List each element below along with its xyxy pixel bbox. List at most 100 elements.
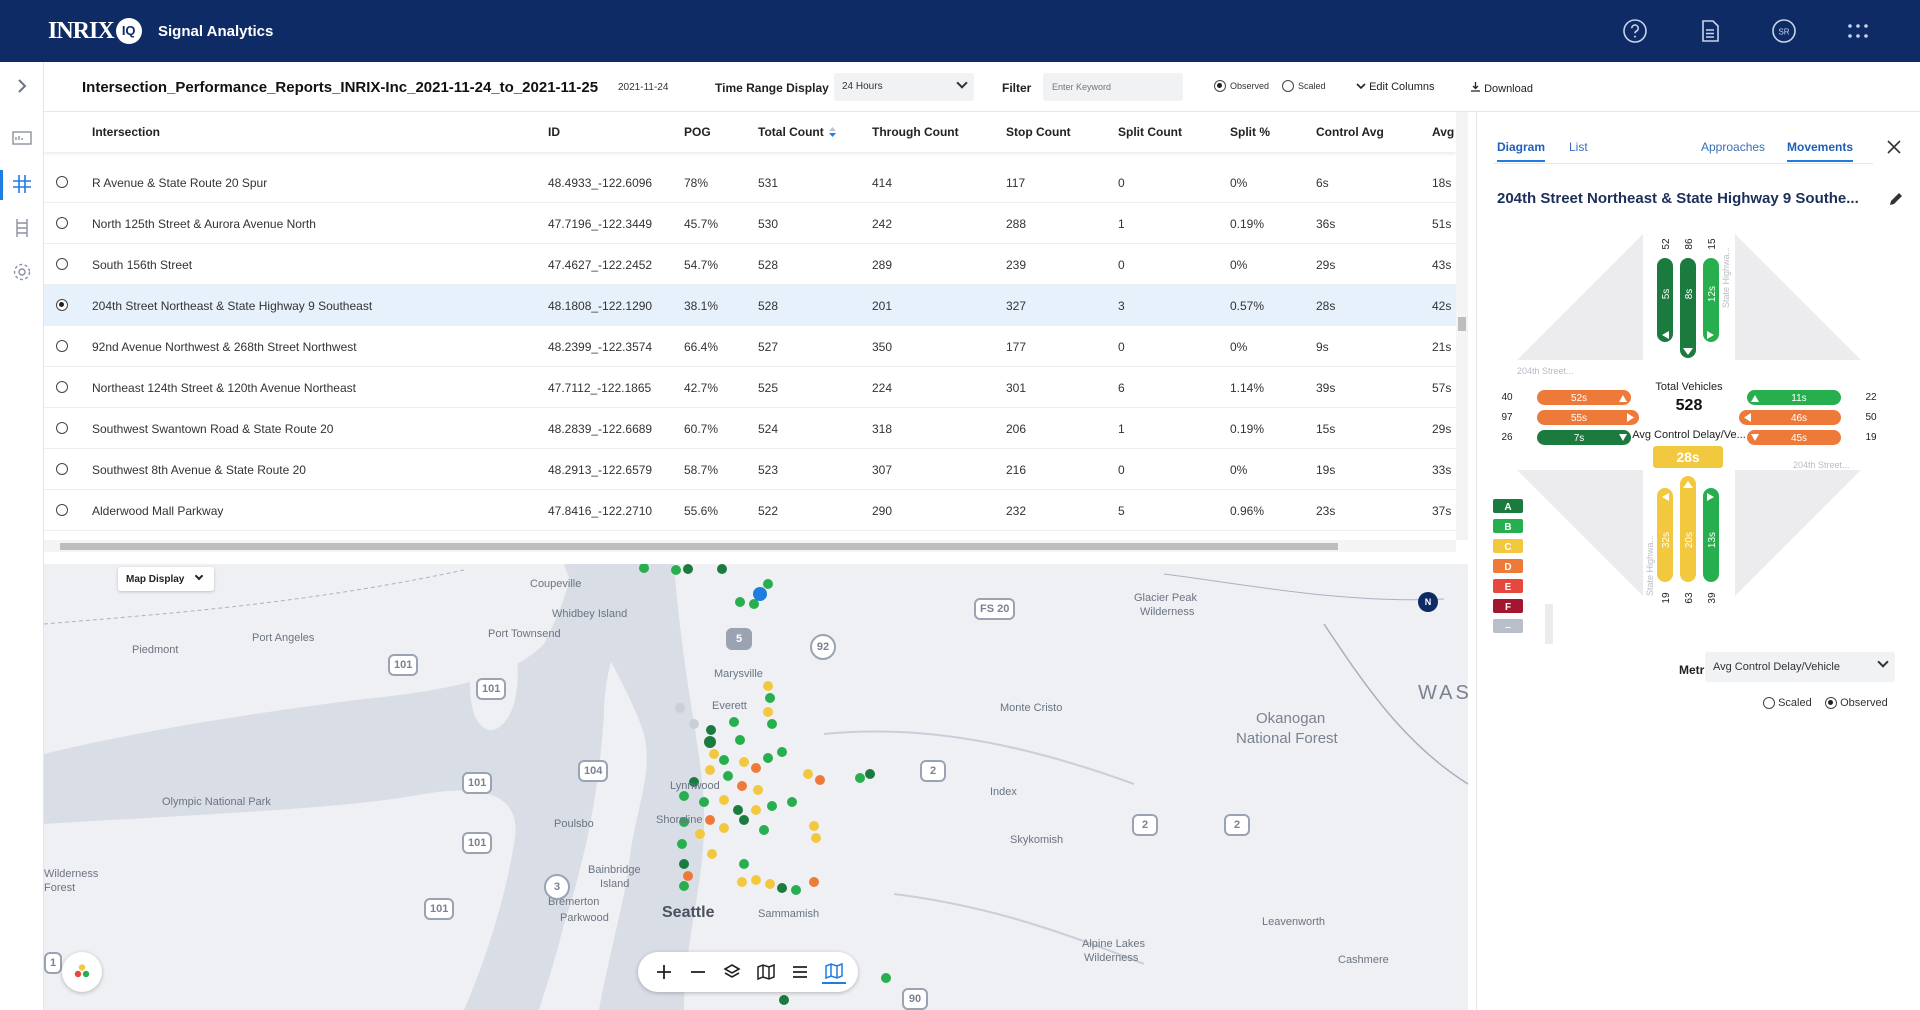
time-range-select[interactable]: 24 Hours	[834, 73, 974, 101]
sort-icon[interactable]	[828, 126, 837, 138]
table-row[interactable]: South 156th Street 47.4627_-122.2452 54.7%…	[44, 244, 1456, 285]
edit-columns-button[interactable]: Edit Columns	[1356, 81, 1434, 93]
chevron-down-icon	[1877, 656, 1889, 668]
signal-dots[interactable]	[639, 564, 891, 1005]
filter-input[interactable]	[1043, 73, 1183, 101]
table-row[interactable]: North 125th Street & Aurora Avenue North…	[44, 203, 1456, 244]
east-left-bar[interactable]	[1747, 430, 1841, 445]
map-legend-button[interactable]	[62, 952, 102, 992]
cell-avg: 51s	[1432, 217, 1452, 231]
row-select-radio[interactable]	[56, 217, 68, 229]
col-avg[interactable]: Avg	[1432, 125, 1455, 139]
document-icon[interactable]	[1697, 18, 1723, 44]
tab-movements[interactable]: Movements	[1787, 140, 1854, 162]
table-row[interactable]: Southwest 8th Avenue & State Route 20 48.…	[44, 449, 1456, 490]
east-right-bar[interactable]	[1747, 390, 1841, 405]
table-row[interactable]: R Avenue & State Route 20 Spur 48.4933_-1…	[44, 162, 1456, 203]
cell-total-count: 528	[758, 299, 779, 313]
col-through-count[interactable]: Through Count	[872, 125, 959, 139]
corridor-icon[interactable]	[8, 214, 36, 242]
cell-pog: 45.7%	[684, 217, 719, 231]
north-compass-icon[interactable]: N	[1418, 592, 1438, 612]
col-intersection[interactable]: Intersection	[92, 125, 161, 139]
observed-radio[interactable]: Observed	[1214, 80, 1269, 92]
west-through-bar[interactable]	[1537, 410, 1639, 425]
west-left-bar[interactable]	[1537, 390, 1631, 405]
west-delay: 52s	[1571, 393, 1587, 404]
table-row[interactable]: Alderwood Mall Parkway 47.8416_-122.2710 5…	[44, 490, 1456, 531]
col-split-pct[interactable]: Split %	[1230, 125, 1271, 139]
row-select-radio[interactable]	[56, 176, 68, 188]
cell-through-count: 201	[872, 299, 893, 313]
user-avatar-icon[interactable]: SR	[1771, 18, 1797, 44]
table-vertical-scrollbar[interactable]	[1456, 112, 1468, 540]
list-icon[interactable]	[788, 960, 812, 984]
scroll-thumb[interactable]	[60, 543, 1338, 550]
west-right-bar[interactable]	[1537, 430, 1631, 445]
edit-pencil-icon[interactable]	[1887, 190, 1905, 208]
south-right-bar[interactable]	[1703, 488, 1719, 582]
north-left-bar[interactable]	[1657, 258, 1673, 342]
help-icon[interactable]	[1622, 18, 1648, 44]
map-view[interactable]: Map Display N Coupeville Whidbey Island …	[44, 564, 1468, 1010]
map-label: Skykomish	[1010, 834, 1064, 846]
south-through-bar[interactable]	[1680, 476, 1696, 582]
north-count: 15	[1707, 238, 1718, 250]
tab-list[interactable]: List	[1569, 140, 1588, 154]
col-total-count[interactable]: Total Count	[758, 125, 837, 139]
expand-chevron-icon[interactable]	[8, 72, 36, 100]
row-select-radio[interactable]	[56, 299, 68, 311]
col-id[interactable]: ID	[548, 125, 560, 139]
cell-split-pct: 1.14%	[1230, 381, 1265, 395]
cell-through-count: 290	[872, 504, 893, 518]
table-row[interactable]: 204th Street Northeast & State Highway 9…	[44, 285, 1456, 326]
dashboard-icon[interactable]	[8, 124, 36, 152]
cell-through-count: 350	[872, 340, 893, 354]
row-select-radio[interactable]	[56, 504, 68, 516]
layers-icon[interactable]	[720, 960, 744, 984]
download-button[interactable]: Download	[1470, 81, 1533, 95]
panel-observed-radio[interactable]: Observed	[1825, 697, 1888, 710]
scaled-radio[interactable]: Scaled	[1282, 80, 1326, 92]
close-icon[interactable]	[1885, 138, 1903, 156]
cell-id: 48.2913_-122.6579	[548, 463, 653, 477]
table-row[interactable]: Southwest Swantown Road & State Route 20…	[44, 408, 1456, 449]
tab-diagram[interactable]: Diagram	[1497, 140, 1546, 162]
table-row[interactable]: 92nd Avenue Northwest & 268th Street Nor…	[44, 326, 1456, 367]
row-select-radio[interactable]	[56, 422, 68, 434]
map-book-icon[interactable]	[822, 960, 846, 984]
map-label: Parkwood	[560, 912, 609, 924]
row-select-radio[interactable]	[56, 258, 68, 270]
table-row[interactable]: Northeast 124th Street & 120th Avenue No…	[44, 367, 1456, 408]
settings-gear-icon[interactable]	[8, 258, 36, 286]
cell-stop-count: 301	[1006, 381, 1027, 395]
apps-grid-icon[interactable]	[1845, 18, 1871, 44]
col-split-count[interactable]: Split Count	[1118, 125, 1182, 139]
zoom-in-icon[interactable]	[652, 960, 676, 984]
col-pog[interactable]: POG	[684, 125, 711, 139]
south-left-bar[interactable]	[1657, 488, 1673, 582]
inrix-logo[interactable]: INRIX IQ	[48, 18, 142, 45]
row-select-radio[interactable]	[56, 463, 68, 475]
tab-approaches[interactable]: Approaches	[1701, 140, 1766, 154]
row-select-radio[interactable]	[56, 340, 68, 352]
scroll-thumb[interactable]	[1458, 317, 1466, 331]
panel-scaled-radio[interactable]: Scaled	[1763, 697, 1812, 710]
basemap-icon[interactable]	[754, 960, 778, 984]
report-title: Intersection_Performance_Reports_INRIX-I…	[82, 79, 599, 96]
north-right-bar[interactable]	[1703, 258, 1719, 342]
row-select-radio[interactable]	[56, 381, 68, 393]
cell-id: 47.4627_-122.2452	[548, 258, 653, 272]
table-horizontal-scrollbar[interactable]	[44, 540, 1456, 552]
arrow-up-icon	[1751, 395, 1759, 402]
intersection-icon[interactable]	[8, 170, 36, 198]
metric-select[interactable]: Avg Control Delay/Vehicle	[1705, 652, 1895, 682]
map-display-select[interactable]: Map Display	[118, 567, 215, 591]
cell-control-avg: 9s	[1316, 340, 1329, 354]
map-canvas	[44, 564, 1468, 1010]
north-through-bar[interactable]	[1680, 258, 1696, 358]
zoom-out-icon[interactable]	[686, 960, 710, 984]
col-control-avg[interactable]: Control Avg	[1316, 125, 1384, 139]
col-stop-count[interactable]: Stop Count	[1006, 125, 1071, 139]
east-through-bar[interactable]	[1739, 410, 1841, 425]
